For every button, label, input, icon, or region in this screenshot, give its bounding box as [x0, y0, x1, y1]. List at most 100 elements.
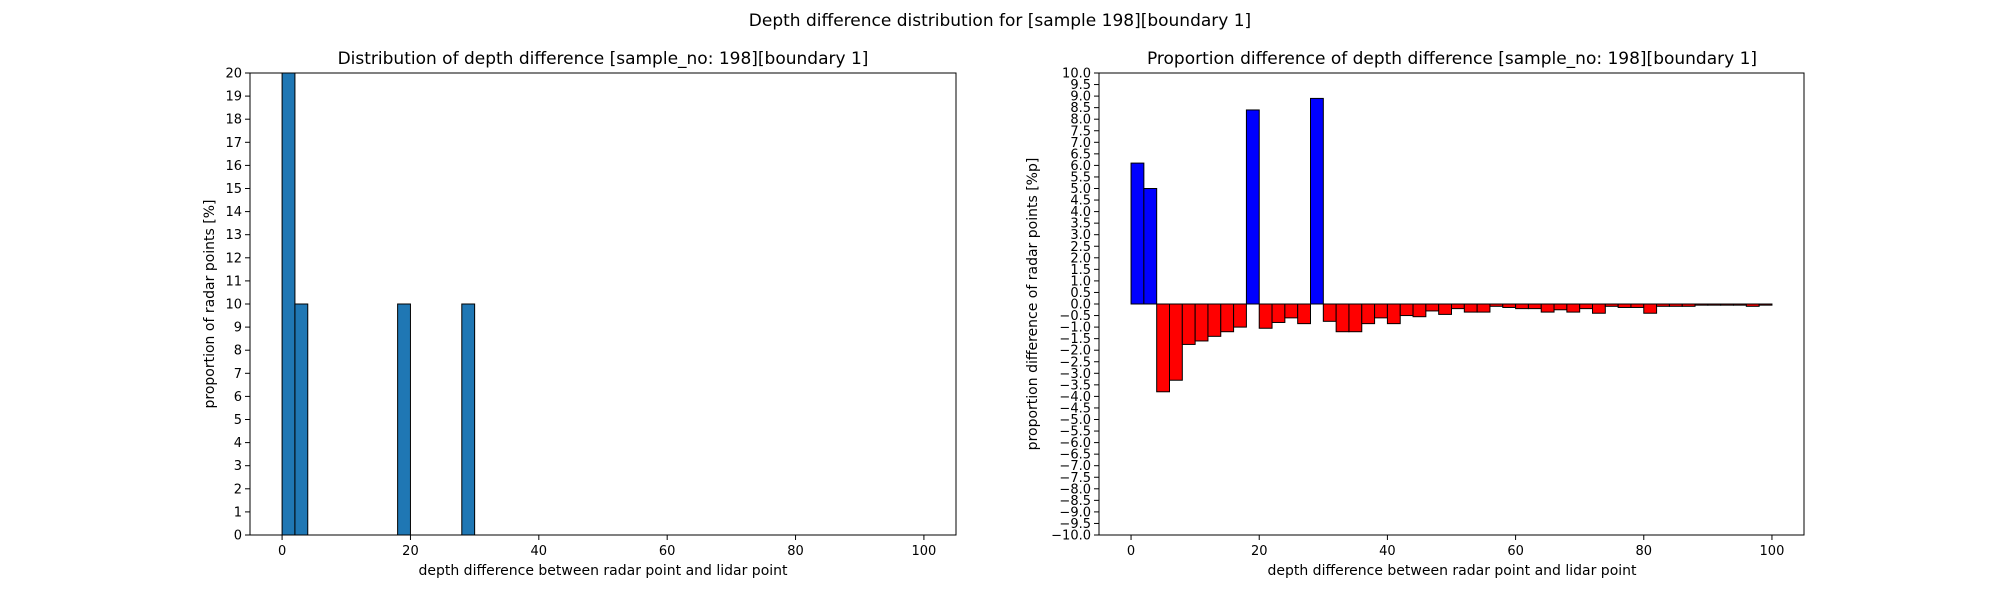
proportion-difference-bar: [1527, 303, 1542, 310]
proportion-difference-bar: [1617, 303, 1632, 308]
proportion-difference-y-tick-label: 1.5: [1070, 263, 1091, 278]
proportion-difference-y-tick-label: 1.0: [1070, 274, 1091, 289]
proportion-difference-bar: [1733, 303, 1747, 306]
distribution-chart-title: Distribution of depth difference [sample…: [338, 49, 869, 69]
proportion-difference-y-tick-label: −9.0: [1059, 505, 1091, 520]
proportion-difference-y-tick-label: 0.5: [1070, 286, 1091, 301]
proportion-difference-bar: [1540, 303, 1555, 313]
proportion-difference-y-tick-label: 2.5: [1070, 240, 1091, 255]
proportion-difference-bar: [1386, 303, 1401, 325]
proportion-difference-y-tick-label: 3.5: [1070, 217, 1091, 232]
distribution-y-tick-label: 5: [234, 413, 242, 428]
proportion-difference-bar: [1502, 303, 1517, 308]
proportion-difference-bar: [1169, 303, 1183, 381]
figure-suptitle: Depth difference distribution for [sampl…: [749, 11, 1251, 31]
proportion-difference-y-tick-label: −4.0: [1059, 390, 1091, 405]
proportion-difference-y-tick-label: 9.0: [1070, 90, 1091, 105]
proportion-difference-y-tick-label: 5.0: [1070, 182, 1091, 197]
proportion-difference-bar: [1604, 303, 1619, 307]
proportion-difference-bar: [1130, 162, 1145, 305]
proportion-difference-y-tick-label: 5.5: [1070, 170, 1091, 185]
distribution-y-tick-label: 16: [225, 159, 242, 174]
proportion-difference-y-tick-label: −1.5: [1059, 332, 1091, 347]
distribution-y-tick-label: 6: [234, 390, 242, 405]
proportion-difference-y-tick-label: −3.5: [1059, 378, 1091, 393]
proportion-difference-x-tick-label: 100: [1760, 544, 1785, 559]
proportion-difference-y-tick-label: −7.5: [1059, 471, 1091, 486]
proportion-difference-bar: [1553, 303, 1568, 311]
distribution-y-tick-label: 12: [225, 251, 242, 266]
proportion-difference-bar: [1758, 303, 1773, 306]
proportion-difference-bar: [1694, 303, 1709, 306]
proportion-difference-x-tick-label: 0: [1127, 544, 1135, 559]
proportion-difference-chart-ylabel: proportion difference of radar points [%…: [1025, 158, 1041, 451]
proportion-difference-bar: [1681, 303, 1696, 307]
proportion-difference-bar: [1258, 303, 1273, 329]
proportion-difference-bar: [1143, 188, 1158, 305]
proportion-difference-bar: [1412, 303, 1427, 318]
proportion-difference-bar: [1566, 303, 1581, 313]
proportion-difference-bar: [1668, 303, 1683, 307]
distribution-chart: Distribution of depth difference [sample…: [202, 49, 957, 579]
distribution-y-tick-label: 3: [234, 459, 242, 474]
proportion-difference-y-tick-label: −2.0: [1059, 344, 1091, 359]
proportion-difference-bar: [1515, 303, 1529, 310]
proportion-difference-y-tick-label: 8.5: [1070, 101, 1091, 116]
proportion-difference-x-tick-label: 40: [1379, 544, 1396, 559]
distribution-y-tick-label: 4: [234, 436, 242, 451]
proportion-difference-bar: [1322, 303, 1337, 322]
proportion-difference-bar: [1438, 303, 1452, 315]
distribution-y-tick-label: 10: [225, 298, 242, 313]
distribution-y-tick-label: 14: [225, 205, 242, 220]
proportion-difference-y-tick-label: −0.5: [1059, 309, 1091, 324]
proportion-difference-y-tick-label: −5.5: [1059, 425, 1091, 440]
proportion-difference-bar: [1399, 303, 1414, 317]
proportion-difference-y-tick-label: −1.0: [1059, 321, 1091, 336]
proportion-difference-chart-xlabel: depth difference between radar point and…: [1267, 563, 1637, 579]
proportion-difference-bar: [1451, 303, 1465, 310]
proportion-difference-bar: [1643, 303, 1658, 314]
proportion-difference-x-tick-label: 80: [1635, 544, 1652, 559]
proportion-difference-bar: [1656, 303, 1670, 307]
proportion-difference-bar: [1220, 303, 1235, 333]
proportion-difference-y-tick-label: −4.5: [1059, 401, 1091, 416]
proportion-difference-bar: [1579, 303, 1593, 310]
proportion-difference-y-tick-label: 6.0: [1070, 159, 1091, 174]
distribution-y-tick-label: 11: [225, 274, 242, 289]
proportion-difference-bar: [1630, 303, 1645, 308]
proportion-difference-bars: [1130, 97, 1773, 393]
proportion-difference-y-tick-label: 9.5: [1070, 78, 1091, 93]
proportion-difference-y-tick-label: 10.0: [1062, 67, 1091, 82]
distribution-y-tick-label: 0: [234, 529, 242, 544]
distribution-y-tick-label: 17: [225, 136, 242, 151]
proportion-difference-bar: [1489, 303, 1504, 307]
distribution-bar: [397, 303, 411, 536]
proportion-difference-bar: [1463, 303, 1478, 313]
distribution-chart-ylabel: proportion of radar points [%]: [202, 199, 218, 408]
proportion-difference-chart-title: Proportion difference of depth differenc…: [1147, 49, 1757, 69]
distribution-chart-xlabel: depth difference between radar point and…: [418, 563, 788, 579]
proportion-difference-y-tick-label: −5.0: [1059, 413, 1091, 428]
proportion-difference-y-tick-label: 4.5: [1070, 194, 1091, 209]
proportion-difference-bar: [1233, 303, 1247, 328]
distribution-y-tick-label: 9: [234, 321, 242, 336]
proportion-difference-y-tick-label: 7.5: [1070, 124, 1091, 139]
proportion-difference-y-tick-label: 2.0: [1070, 251, 1091, 266]
distribution-y-tick-label: 1: [234, 505, 242, 520]
distribution-bar: [294, 303, 309, 536]
distribution-x-tick-label: 20: [402, 544, 419, 559]
distribution-x-tick-label: 40: [531, 544, 548, 559]
distribution-axes-frame: [249, 72, 957, 536]
distribution-y-tick-label: 18: [225, 113, 242, 128]
proportion-difference-bar: [1361, 303, 1376, 325]
distribution-y-tick-label: 7: [234, 367, 242, 382]
distribution-bar: [281, 72, 296, 536]
proportion-difference-y-tick-label: −10.0: [1051, 529, 1091, 544]
proportion-difference-bar: [1374, 303, 1388, 319]
proportion-difference-y-tick-label: 8.0: [1070, 113, 1091, 128]
proportion-difference-x-tick-label: 60: [1507, 544, 1524, 559]
proportion-difference-bar: [1284, 303, 1299, 319]
distribution-y-tick-label: 13: [225, 228, 242, 243]
distribution-y-tick-label: 8: [234, 344, 242, 359]
proportion-difference-bar: [1156, 303, 1170, 393]
